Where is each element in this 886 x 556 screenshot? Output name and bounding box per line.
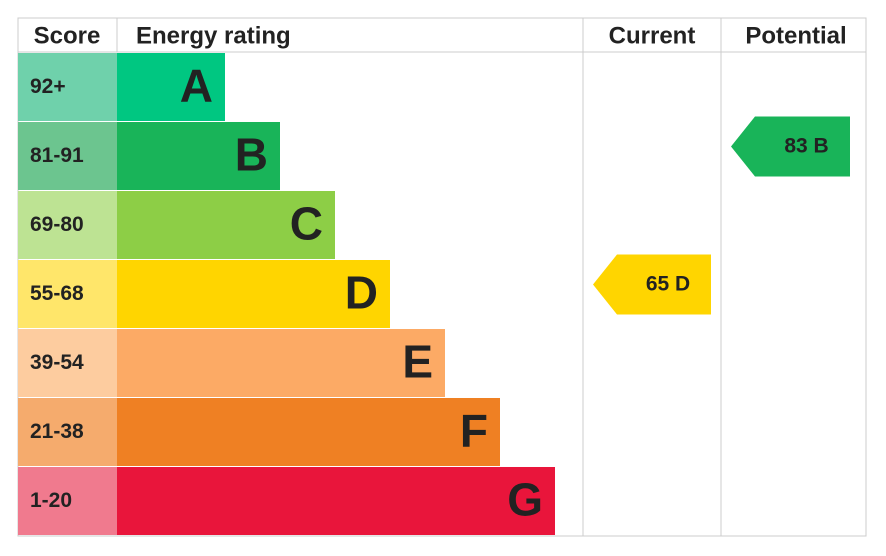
rating-bar — [117, 260, 390, 328]
rating-letter: B — [235, 129, 268, 181]
header-energy-rating: Energy rating — [136, 22, 291, 49]
score-cell — [18, 329, 117, 397]
current-rating: D — [675, 272, 690, 295]
score-cell — [18, 398, 117, 466]
score-cell — [18, 260, 117, 328]
score-label: 55-68 — [30, 282, 84, 305]
rating-bar — [117, 122, 280, 190]
rating-letter: G — [507, 474, 543, 526]
potential-label: 83 B — [784, 134, 828, 157]
potential-arrow — [731, 116, 850, 177]
rating-bar — [117, 191, 335, 259]
header-potential: Potential — [745, 22, 846, 49]
rating-bar — [117, 53, 225, 121]
rating-letter: A — [180, 60, 213, 112]
current-label: 65 D — [646, 272, 690, 295]
score-label: 21-38 — [30, 420, 84, 443]
rating-bar — [117, 329, 445, 397]
score-label: 39-54 — [30, 351, 84, 374]
score-cell — [18, 53, 117, 121]
score-cell — [18, 191, 117, 259]
rating-letter: F — [460, 405, 488, 457]
score-label: 81-91 — [30, 144, 84, 167]
score-cell — [18, 122, 117, 190]
score-label: 92+ — [30, 75, 66, 98]
potential-score: 83 — [784, 134, 807, 157]
header-score: Score — [34, 22, 101, 49]
rating-bar — [117, 467, 555, 535]
potential-rating: B — [814, 134, 829, 157]
score-cell — [18, 467, 117, 535]
rating-letter: C — [290, 198, 323, 250]
header-current: Current — [609, 22, 696, 49]
rating-bar — [117, 398, 500, 466]
score-label: 1-20 — [30, 489, 72, 512]
rating-letter: E — [402, 336, 433, 388]
current-arrow — [593, 254, 711, 315]
current-score: 65 — [646, 272, 670, 295]
rating-letter: D — [345, 267, 378, 319]
score-label: 69-80 — [30, 213, 84, 236]
